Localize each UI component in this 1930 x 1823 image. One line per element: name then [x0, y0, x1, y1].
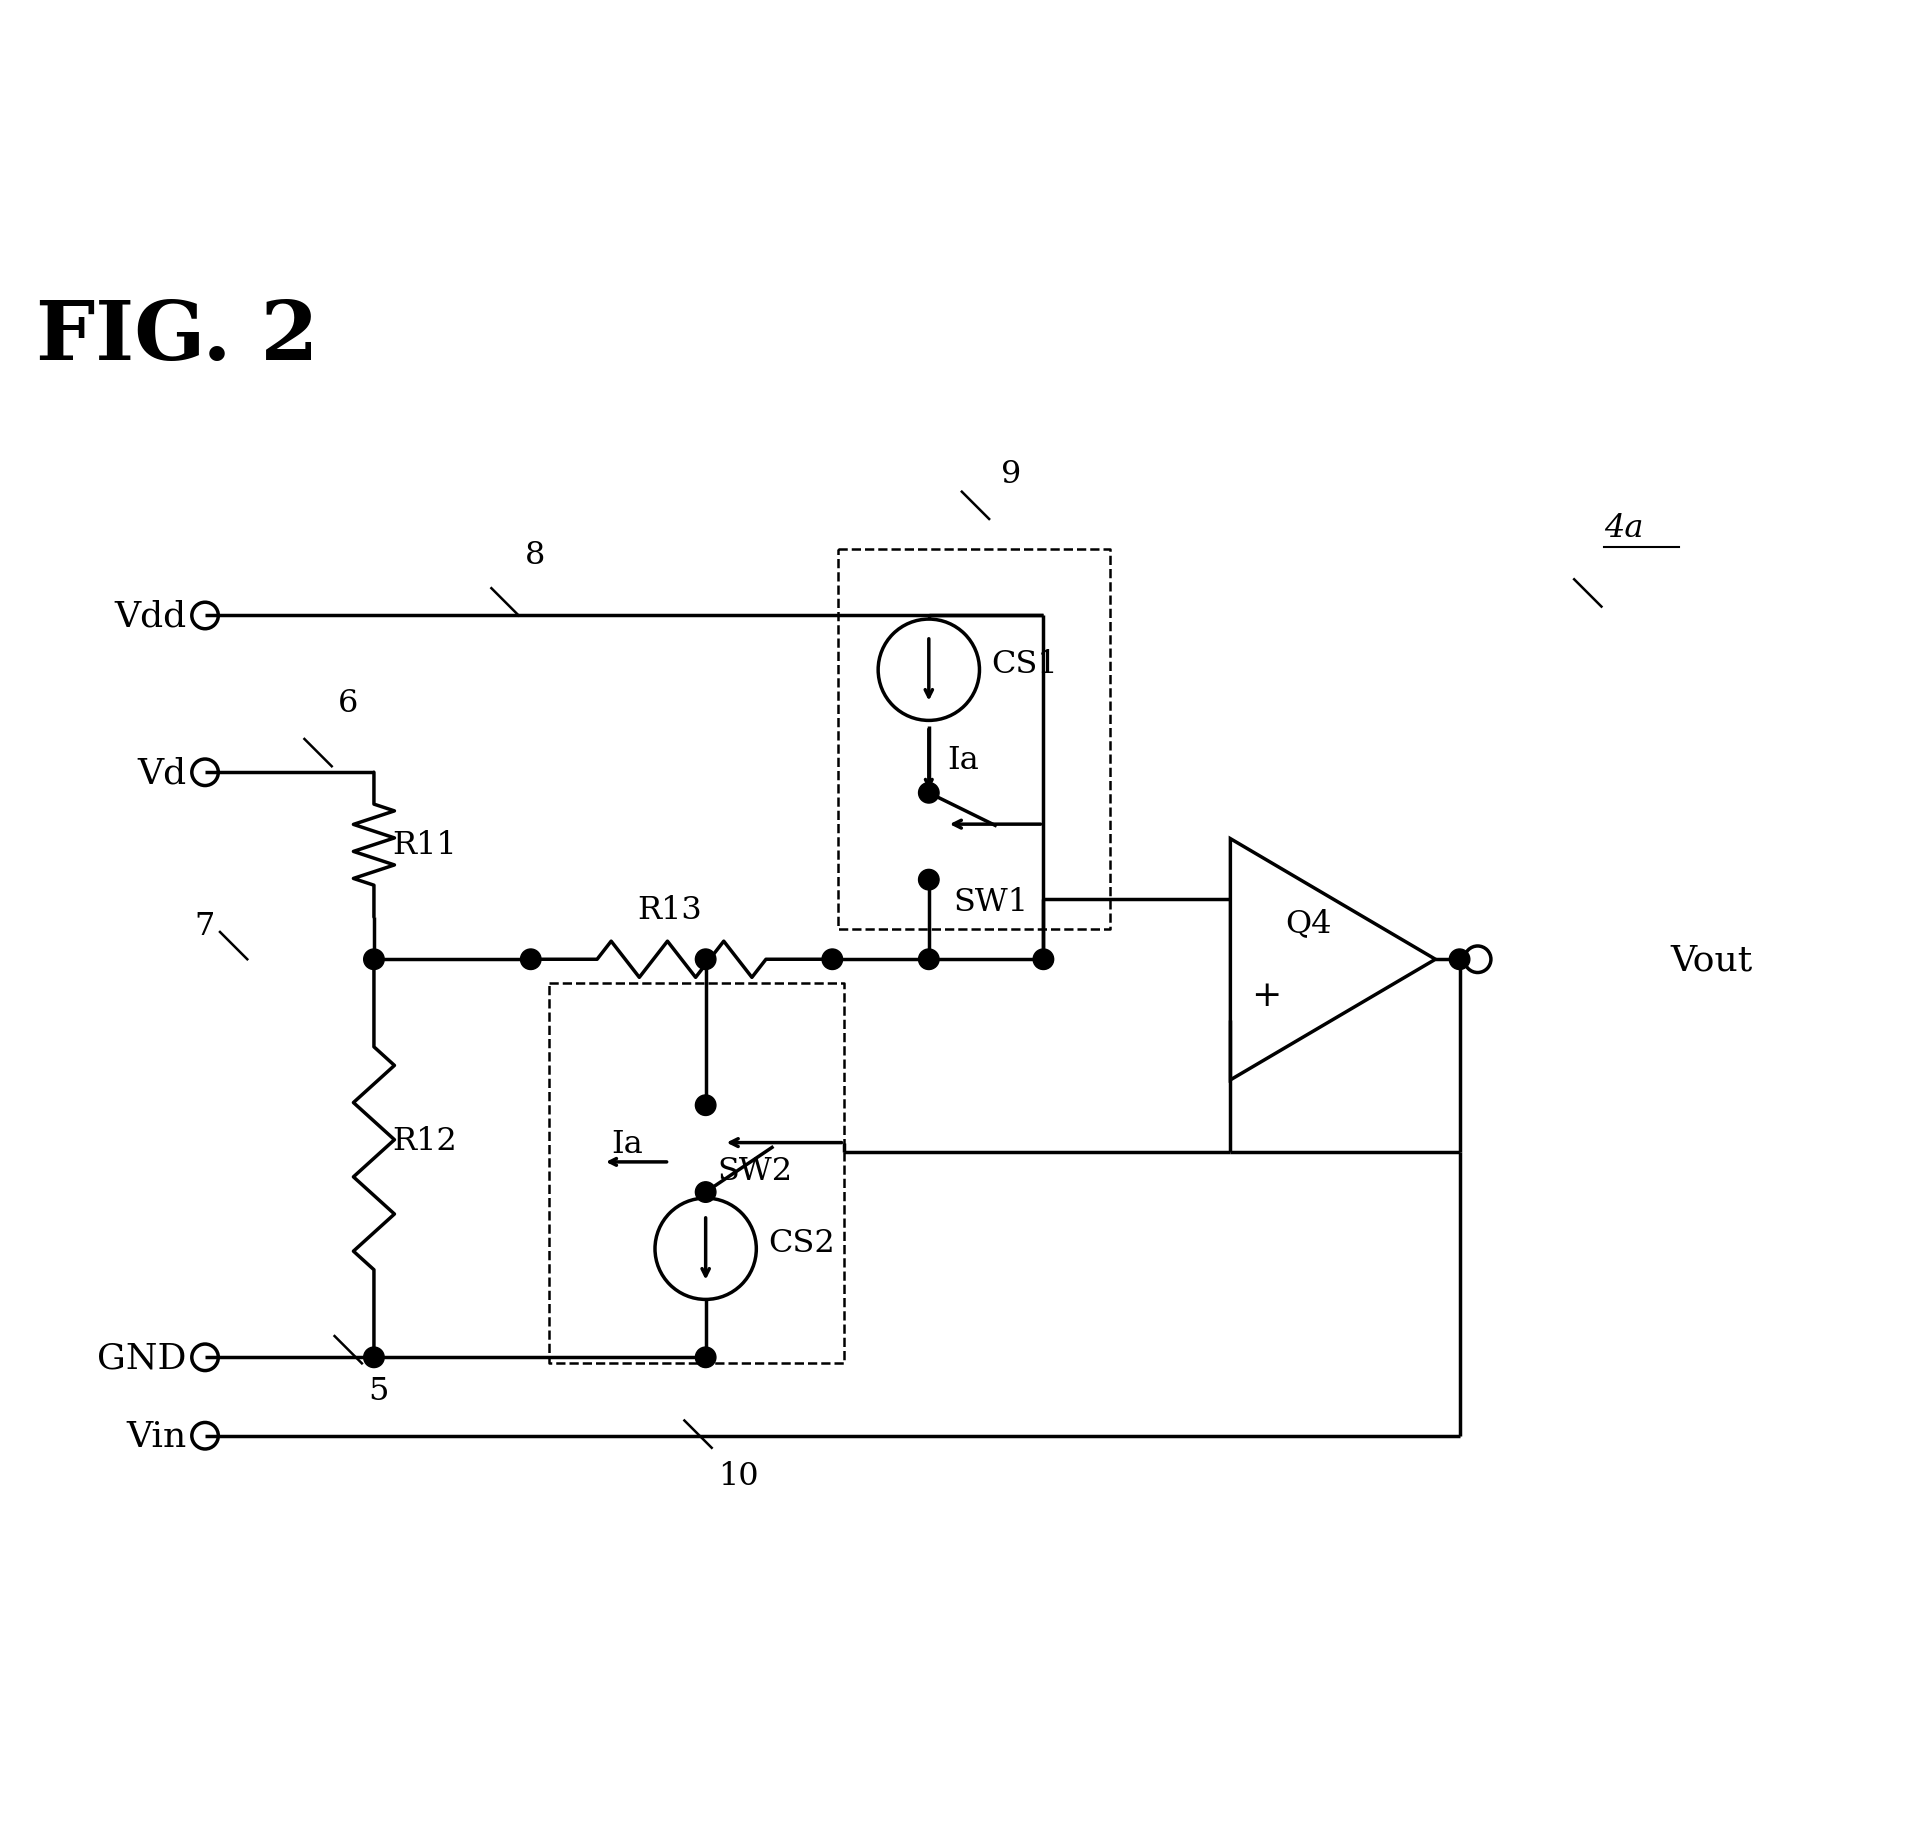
Text: Vin: Vin: [127, 1418, 187, 1453]
Text: R12: R12: [392, 1125, 457, 1156]
Circle shape: [919, 784, 940, 804]
Circle shape: [1033, 950, 1054, 970]
Text: Ia: Ia: [612, 1128, 643, 1159]
Text: 9: 9: [1002, 459, 1021, 490]
Text: FIG. 2: FIG. 2: [37, 297, 318, 377]
Text: R13: R13: [637, 895, 703, 926]
Text: +: +: [1251, 979, 1282, 1014]
Circle shape: [695, 1347, 716, 1367]
Circle shape: [363, 950, 384, 970]
Circle shape: [822, 950, 843, 970]
Circle shape: [363, 1347, 384, 1367]
Circle shape: [695, 1096, 716, 1116]
Text: SW1: SW1: [953, 886, 1029, 917]
Text: 7: 7: [195, 912, 216, 942]
Circle shape: [1449, 950, 1471, 970]
Circle shape: [695, 950, 716, 970]
Circle shape: [695, 1181, 716, 1203]
Circle shape: [919, 950, 940, 970]
Text: 5: 5: [369, 1376, 388, 1407]
Text: 6: 6: [338, 687, 359, 718]
Text: CS1: CS1: [992, 649, 1058, 680]
Circle shape: [919, 870, 940, 890]
Text: SW2: SW2: [718, 1156, 793, 1187]
Text: Vd: Vd: [137, 757, 187, 789]
Text: 4a: 4a: [1604, 512, 1644, 543]
Text: CS2: CS2: [768, 1227, 836, 1258]
Text: GND: GND: [98, 1340, 187, 1375]
Text: 10: 10: [718, 1460, 758, 1491]
Circle shape: [521, 950, 540, 970]
Text: Ia: Ia: [948, 746, 979, 777]
Text: 8: 8: [525, 540, 544, 571]
Text: Vout: Vout: [1671, 942, 1752, 977]
Text: Q4: Q4: [1285, 908, 1332, 939]
Text: R11: R11: [392, 829, 457, 860]
Text: Vdd: Vdd: [116, 600, 187, 633]
